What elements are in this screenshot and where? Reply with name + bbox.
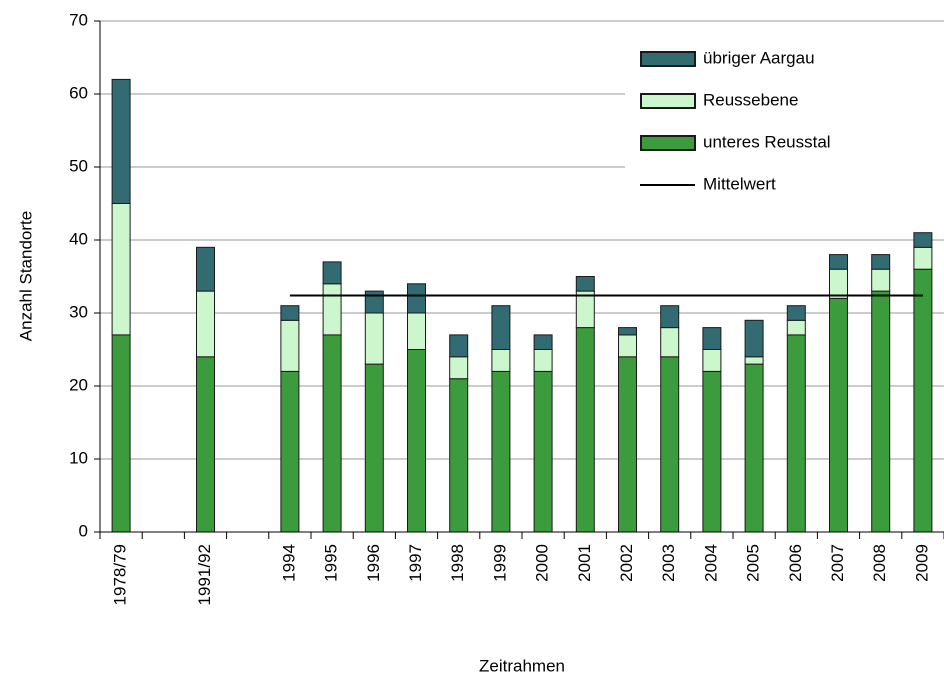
y-tick-label: 30 (69, 302, 88, 321)
bar-segment (575, 290, 595, 329)
bar-segment (744, 363, 764, 533)
x-tick-label: 2005 (744, 544, 763, 582)
legend-label: Reussebene (703, 90, 798, 109)
x-tick-label: 2003 (659, 544, 678, 582)
y-tick-label: 60 (69, 83, 88, 102)
x-tick-label: 1997 (406, 544, 425, 582)
bar-segment (111, 203, 131, 336)
bar-segment (449, 334, 469, 358)
x-tick-label: 2008 (870, 544, 889, 582)
bar-segment (322, 283, 342, 336)
y-tick-label: 10 (69, 448, 88, 467)
bar-segment (196, 246, 215, 292)
y-tick-label: 0 (79, 521, 88, 540)
bar-segment (829, 268, 848, 299)
bar-segment (407, 312, 426, 350)
bar-segment (575, 276, 595, 292)
legend-swatch (640, 93, 696, 109)
bar-segment (280, 305, 300, 321)
bar-segment (871, 290, 891, 533)
bar-segment (322, 261, 342, 285)
bar-segment (871, 268, 891, 292)
bar-segment (744, 319, 764, 358)
bar-segment (702, 370, 722, 533)
bar-segment (618, 334, 637, 358)
bar-segment (575, 327, 595, 533)
bar-segment (829, 297, 848, 533)
legend-label: übriger Aargau (703, 48, 815, 67)
bar-segment (196, 356, 215, 533)
x-axis-label: Zeitrahmen (479, 656, 565, 675)
bar-segment (660, 327, 680, 358)
bar-segment (449, 378, 469, 533)
bar-segment (407, 349, 426, 533)
bar-segment (871, 254, 891, 270)
x-tick-label: 2004 (701, 544, 720, 582)
bar-segment (280, 370, 300, 533)
bar-segment (322, 334, 342, 533)
x-tick-label: 1991/92 (195, 544, 214, 605)
bar-segment (786, 334, 806, 533)
x-tick-label: 1998 (448, 544, 467, 582)
x-tick-label: 1978/79 (111, 544, 130, 605)
legend-label: Mittelwert (703, 174, 776, 193)
x-tick-label: 1995 (322, 544, 341, 582)
bar-segment (449, 356, 469, 380)
bar-segment (744, 356, 764, 365)
bar-segment (533, 349, 553, 372)
legend-label: unteres Reusstal (703, 132, 831, 151)
x-tick-label: 2002 (617, 544, 636, 582)
y-tick-label: 20 (69, 375, 88, 394)
bar-segment (533, 370, 553, 533)
bar-segment (196, 290, 215, 358)
y-tick-label: 40 (69, 229, 88, 248)
x-tick-label: 2009 (912, 544, 931, 582)
x-tick-label: 1996 (364, 544, 383, 582)
bar-segment (786, 305, 806, 321)
bar-segment (913, 268, 933, 533)
y-tick-label: 50 (69, 156, 88, 175)
bar-segment (618, 327, 637, 336)
bar-segment (364, 363, 384, 533)
bar-segment (533, 334, 553, 350)
bar-segment (111, 78, 131, 204)
bar-segment (913, 246, 933, 270)
bar-segment (829, 254, 848, 270)
bar-segment (491, 305, 511, 351)
x-tick-label: 2007 (828, 544, 847, 582)
bar-segment (702, 349, 722, 372)
legend-swatch (640, 135, 696, 151)
bar-segment (660, 305, 680, 329)
y-axis-label: Anzahl Standorte (16, 211, 35, 341)
x-tick-label: 1999 (490, 544, 509, 582)
bar-segment (786, 319, 806, 336)
x-tick-label: 1994 (279, 544, 298, 582)
bar-segment (111, 334, 131, 533)
y-tick-label: 70 (69, 10, 88, 29)
bar-segment (280, 319, 300, 372)
legend-swatch (640, 51, 696, 67)
bar-segment (618, 356, 637, 533)
x-tick-label: 2006 (786, 544, 805, 582)
bar-segment (364, 290, 384, 314)
bar-segment (491, 349, 511, 372)
bar-segment (660, 356, 680, 533)
x-tick-label: 2000 (533, 544, 552, 582)
bar-segment (913, 232, 933, 248)
bar-segment (491, 370, 511, 533)
bar-segment (702, 327, 722, 351)
bar-segment (364, 312, 384, 365)
bar-segment (407, 283, 426, 314)
x-tick-label: 2001 (575, 544, 594, 582)
